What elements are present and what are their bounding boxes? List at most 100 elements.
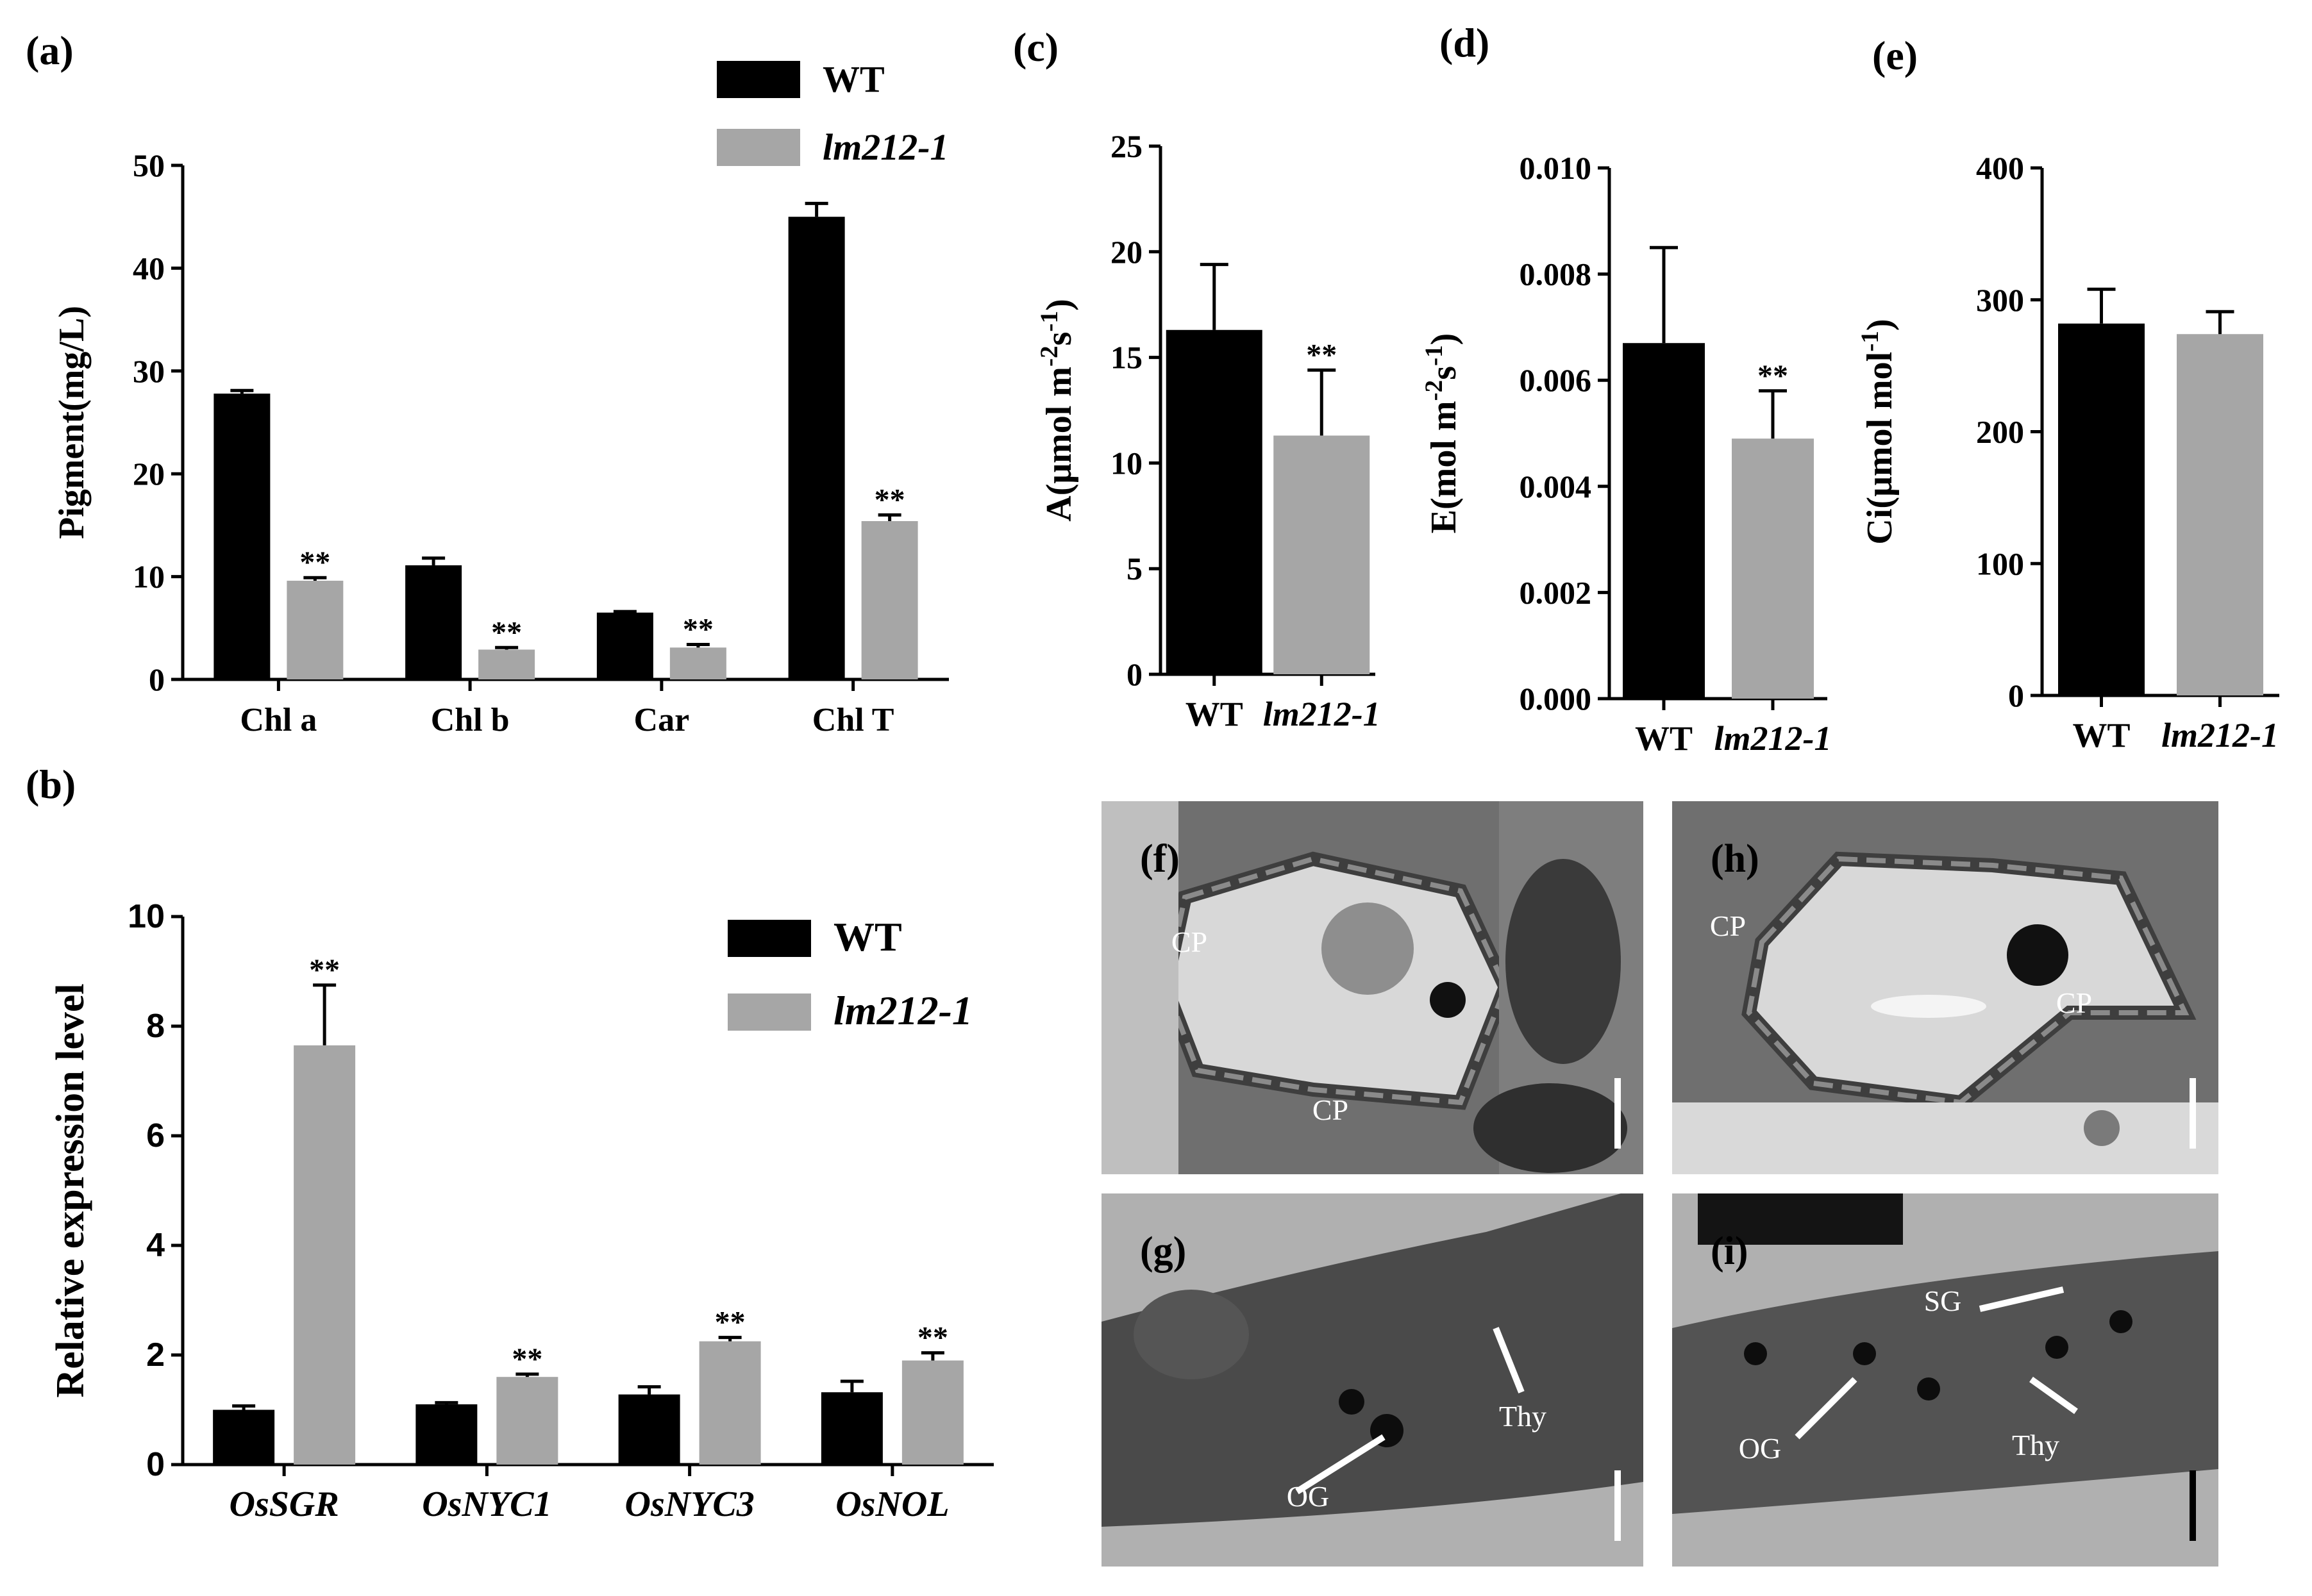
small-body	[2084, 1110, 2120, 1146]
bar-WT	[2058, 323, 2145, 695]
y-tick-label: 6	[146, 1117, 165, 1154]
arrow-og	[1795, 1377, 1857, 1440]
bar-lm212-1	[669, 647, 726, 679]
x-tick-label: OsSGR	[230, 1484, 339, 1524]
arrow-sg	[1979, 1286, 2065, 1312]
significance-mark: **	[715, 1306, 746, 1340]
osmiophilic-globule	[1853, 1342, 1876, 1365]
panel-label: (b)	[26, 761, 76, 807]
bar-WT	[1623, 343, 1705, 699]
legend-swatch	[717, 129, 800, 166]
chloroplast-ring	[1746, 856, 2190, 1106]
x-tick-label: WT	[2072, 716, 2130, 754]
legend-swatch	[728, 920, 811, 957]
starch-streak	[1871, 995, 1986, 1018]
organelle-label: CP	[2056, 986, 2092, 1019]
y-tick-label: 0	[1127, 656, 1143, 692]
organelle-label: Thy	[1499, 1400, 1546, 1433]
micrograph-content: CP CP (h)	[1672, 801, 2218, 1174]
chart-d: (d) 0.000 0.002 0.004 0.006 0.008 0.010 E(mol m…	[1420, 20, 1832, 758]
y-tick-label: 25	[1110, 128, 1143, 164]
panel-label: (h)	[1711, 837, 1759, 881]
x-tick-label: OsNYC3	[625, 1484, 755, 1524]
y-tick-label: 40	[133, 250, 165, 286]
significance-mark: **	[1757, 359, 1788, 393]
organelle-label: CP	[1171, 926, 1207, 958]
x-tick-label: WT	[1185, 695, 1243, 733]
significance-mark: **	[309, 953, 340, 987]
significance-mark: **	[299, 545, 330, 579]
micrograph-i: SG OG Thy (i)	[1672, 1193, 2218, 1567]
panel-label: (d)	[1439, 20, 1489, 65]
bar-lm212-1	[699, 1341, 761, 1465]
bar-WT	[788, 217, 845, 679]
legend-label: lm212-1	[823, 126, 949, 168]
x-tick-label: WT	[1635, 719, 1693, 758]
chloroplast-body	[1102, 1193, 1643, 1527]
y-tick-label: 10	[128, 898, 165, 935]
x-tick-label: lm212-1	[1263, 695, 1380, 733]
panel-label: (a)	[26, 28, 74, 73]
significance-mark: **	[875, 483, 905, 517]
y-tick-label: 300	[1976, 282, 2024, 318]
adjacent-chloroplast	[1505, 859, 1621, 1064]
y-tick-label: 0.010	[1520, 150, 1592, 186]
osmiophilic-globule	[2045, 1336, 2068, 1359]
organelle-label: CP	[1710, 910, 1746, 942]
y-tick-label: 0.002	[1520, 574, 1592, 610]
x-tick-label: lm212-1	[2161, 716, 2279, 754]
bar-lm212-1	[496, 1377, 558, 1465]
chloroplast-ring	[1162, 856, 1509, 1106]
significance-mark: **	[683, 612, 714, 646]
micrograph-content: CP CP (f)	[1102, 801, 1643, 1174]
osmiophilic-globule	[1744, 1342, 1767, 1365]
y-tick-label: 100	[1976, 545, 2024, 581]
x-tick-label: Chl T	[812, 702, 894, 738]
bar-WT	[214, 394, 271, 679]
vacuole-body	[1321, 902, 1414, 995]
dark-granule	[1430, 982, 1466, 1018]
legend-label: WT	[833, 914, 902, 960]
y-tick-label: 10	[133, 559, 165, 595]
organelle-label: Thy	[2012, 1429, 2059, 1461]
y-tick-label: 0.008	[1520, 256, 1592, 292]
chloroplast-body	[1672, 1251, 2218, 1514]
panel-label: (e)	[1872, 33, 1918, 78]
panel-label: (f)	[1140, 837, 1180, 881]
bar-WT	[618, 1394, 680, 1465]
dark-region	[1698, 1193, 1903, 1245]
left-background	[1102, 801, 1178, 1174]
organelle-label: OG	[1739, 1432, 1781, 1465]
significance-mark: **	[917, 1321, 948, 1355]
chart-c: (c) 0 5 10 15 20 25 A(μmol m-2s-1) WT lm212-1 **	[1013, 24, 1380, 733]
y-tick-label: 0	[2008, 677, 2024, 713]
osmiophilic-globule	[2109, 1310, 2132, 1333]
y-tick-label: 0	[146, 1446, 165, 1483]
bar-lm212-1	[901, 1360, 964, 1465]
osmiophilic-globule	[1339, 1389, 1364, 1415]
bar-WT	[213, 1409, 275, 1465]
bar-lm212-1	[478, 649, 535, 679]
y-tick-label: 0	[149, 661, 165, 697]
legend-label: WT	[823, 58, 885, 100]
y-tick-label: 20	[1110, 234, 1143, 270]
adjacent-chloroplast	[1473, 1083, 1627, 1173]
bar-lm212-1	[1732, 438, 1814, 699]
bar-lm212-1	[2177, 334, 2263, 695]
micrograph-f: CP CP (f)	[1102, 801, 1643, 1174]
bar-WT	[415, 1404, 478, 1465]
y-axis-label: A(μmol m-2s-1)	[1035, 299, 1080, 521]
micrograph-g: OG Thy (g)	[1102, 1193, 1643, 1567]
organelle-label: OG	[1287, 1480, 1329, 1513]
globule	[1134, 1290, 1249, 1379]
bar-lm212-1	[294, 1045, 356, 1465]
bar-WT	[405, 565, 462, 679]
significance-mark: **	[512, 1342, 542, 1376]
lower-background	[1672, 1102, 2218, 1174]
y-axis-label: E(mol m-2s-1)	[1420, 333, 1464, 534]
y-tick-label: 20	[133, 456, 165, 492]
dark-granule	[2007, 924, 2068, 986]
bar-lm212-1	[1273, 435, 1370, 674]
y-tick-label: 200	[1976, 414, 2024, 450]
